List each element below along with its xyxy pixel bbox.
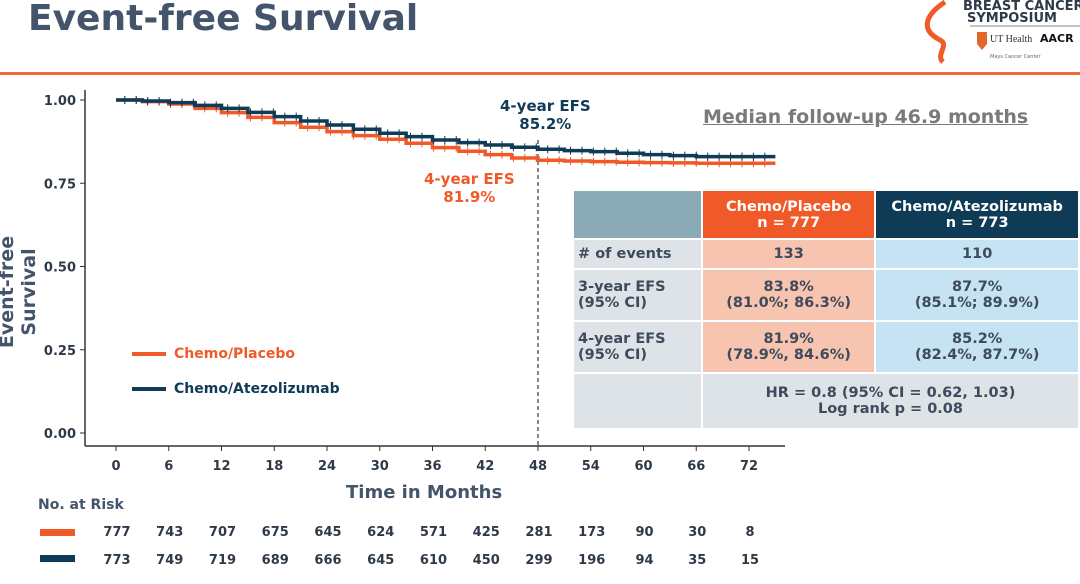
x-tick-label: 48 bbox=[529, 459, 547, 474]
risk-count-atezo: 749 bbox=[156, 553, 184, 568]
risk-count-placebo: 571 bbox=[419, 525, 448, 540]
risk-count-atezo: 35 bbox=[688, 553, 707, 568]
y-tick-label: 0.75 bbox=[44, 177, 76, 192]
risk-count-placebo: 173 bbox=[578, 525, 606, 540]
x-tick-label: 6 bbox=[164, 459, 173, 474]
risk-count-atezo: 299 bbox=[525, 553, 553, 568]
x-tick-label: 0 bbox=[111, 459, 120, 474]
table-corner bbox=[574, 191, 701, 238]
risk-count-placebo: 645 bbox=[314, 525, 342, 540]
x-tick-label: 36 bbox=[423, 459, 441, 474]
row-label-3yr: 3-year EFS (95% CI) bbox=[574, 270, 701, 320]
risk-count-atezo: 94 bbox=[635, 553, 654, 568]
placebo-4yr-annotation: 4-year EFS 81.9% bbox=[424, 170, 515, 206]
y-tick-label: 0.25 bbox=[44, 344, 76, 359]
risk-count-atezo: 610 bbox=[419, 553, 448, 568]
risk-count-placebo: 624 bbox=[367, 525, 395, 540]
hr-blank bbox=[574, 374, 701, 428]
risk-count-placebo: 30 bbox=[688, 525, 707, 540]
legend-placebo-marker bbox=[132, 352, 166, 356]
efs3-placebo: 83.8% (81.0%; 86.3%) bbox=[702, 270, 875, 320]
risk-count-placebo: 8 bbox=[745, 525, 755, 540]
risk-count-atezo: 645 bbox=[367, 553, 395, 568]
x-tick-label: 72 bbox=[740, 459, 758, 474]
km-curve-atezo bbox=[116, 98, 776, 159]
efs4-atezo: 85.2% (82.4%, 87.7%) bbox=[876, 322, 1078, 372]
efs3-atezo: 87.7% (85.1%; 89.9%) bbox=[876, 270, 1078, 320]
risk-count-atezo: 773 bbox=[103, 553, 131, 568]
page-title: Event-free Survival bbox=[28, 0, 419, 39]
events-atezo: 110 bbox=[876, 240, 1078, 268]
risk-count-placebo: 675 bbox=[261, 525, 289, 540]
svg-text:BREAST CANCER: BREAST CANCER bbox=[963, 0, 1080, 14]
header-placebo: Chemo/Placebo n = 777 bbox=[702, 191, 875, 238]
y-tick-label: 1.00 bbox=[44, 94, 76, 109]
row-label-events: # of events bbox=[574, 240, 701, 268]
risk-count-atezo: 666 bbox=[314, 553, 342, 568]
svg-text:AACR: AACR bbox=[1040, 32, 1074, 45]
risk-count-placebo: 777 bbox=[103, 525, 131, 540]
legend-placebo: Chemo/Placebo bbox=[132, 346, 295, 362]
x-tick-label: 18 bbox=[265, 459, 283, 474]
risk-count-placebo: 90 bbox=[635, 525, 654, 540]
risk-table-title: No. at Risk bbox=[38, 497, 124, 513]
svg-text:Mays Cancer Center: Mays Cancer Center bbox=[990, 54, 1041, 60]
legend-atezo-marker bbox=[132, 387, 166, 391]
risk-count-atezo: 15 bbox=[740, 553, 760, 568]
risk-marker-placebo bbox=[40, 529, 75, 536]
efs-summary-table: Chemo/Placebo n = 777 Chemo/Atezolizumab n… bbox=[572, 189, 1080, 430]
x-tick-label: 12 bbox=[212, 459, 230, 474]
median-followup: Median follow-up 46.9 months bbox=[703, 106, 1029, 128]
risk-count-placebo: 425 bbox=[472, 525, 500, 540]
svg-text:SYMPOSIUM: SYMPOSIUM bbox=[967, 11, 1057, 26]
y-tick-label: 0.50 bbox=[44, 261, 76, 276]
risk-count-atezo: 450 bbox=[472, 553, 500, 568]
x-tick-label: 66 bbox=[687, 459, 705, 474]
x-tick-label: 42 bbox=[476, 459, 494, 474]
events-placebo: 133 bbox=[702, 240, 875, 268]
risk-count-atezo: 689 bbox=[261, 553, 289, 568]
risk-count-atezo: 196 bbox=[578, 553, 606, 568]
hr-cell: HR = 0.8 (95% CI = 0.62, 1.03) Log rank p… bbox=[702, 374, 1078, 428]
x-tick-label: 30 bbox=[371, 459, 389, 474]
risk-count-placebo: 707 bbox=[208, 525, 237, 540]
legend-atezo: Chemo/Atezolizumab bbox=[132, 381, 340, 397]
header-atezo: Chemo/Atezolizumab n = 773 bbox=[876, 191, 1078, 238]
title-divider bbox=[0, 72, 1080, 75]
x-axis-label: Time in Months bbox=[346, 482, 503, 503]
risk-marker-atezo bbox=[40, 555, 75, 562]
efs4-placebo: 81.9% (78.9%, 84.6%) bbox=[702, 322, 875, 372]
risk-count-placebo: 281 bbox=[525, 525, 553, 540]
x-tick-label: 54 bbox=[582, 459, 600, 474]
x-tick-label: 24 bbox=[318, 459, 336, 474]
y-tick-label: 0.00 bbox=[44, 427, 76, 442]
km-curve-placebo bbox=[116, 98, 776, 166]
row-label-4yr: 4-year EFS (95% CI) bbox=[574, 322, 701, 372]
sponsor-logos: BREAST CANCER SYMPOSIUM UT Health Mays C… bbox=[925, 0, 1080, 64]
x-tick-label: 60 bbox=[634, 459, 652, 474]
atezo-4yr-annotation: 4-year EFS 85.2% bbox=[500, 97, 591, 133]
risk-count-atezo: 719 bbox=[208, 553, 237, 568]
risk-count-placebo: 743 bbox=[156, 525, 184, 540]
svg-text:UT Health: UT Health bbox=[990, 34, 1032, 45]
